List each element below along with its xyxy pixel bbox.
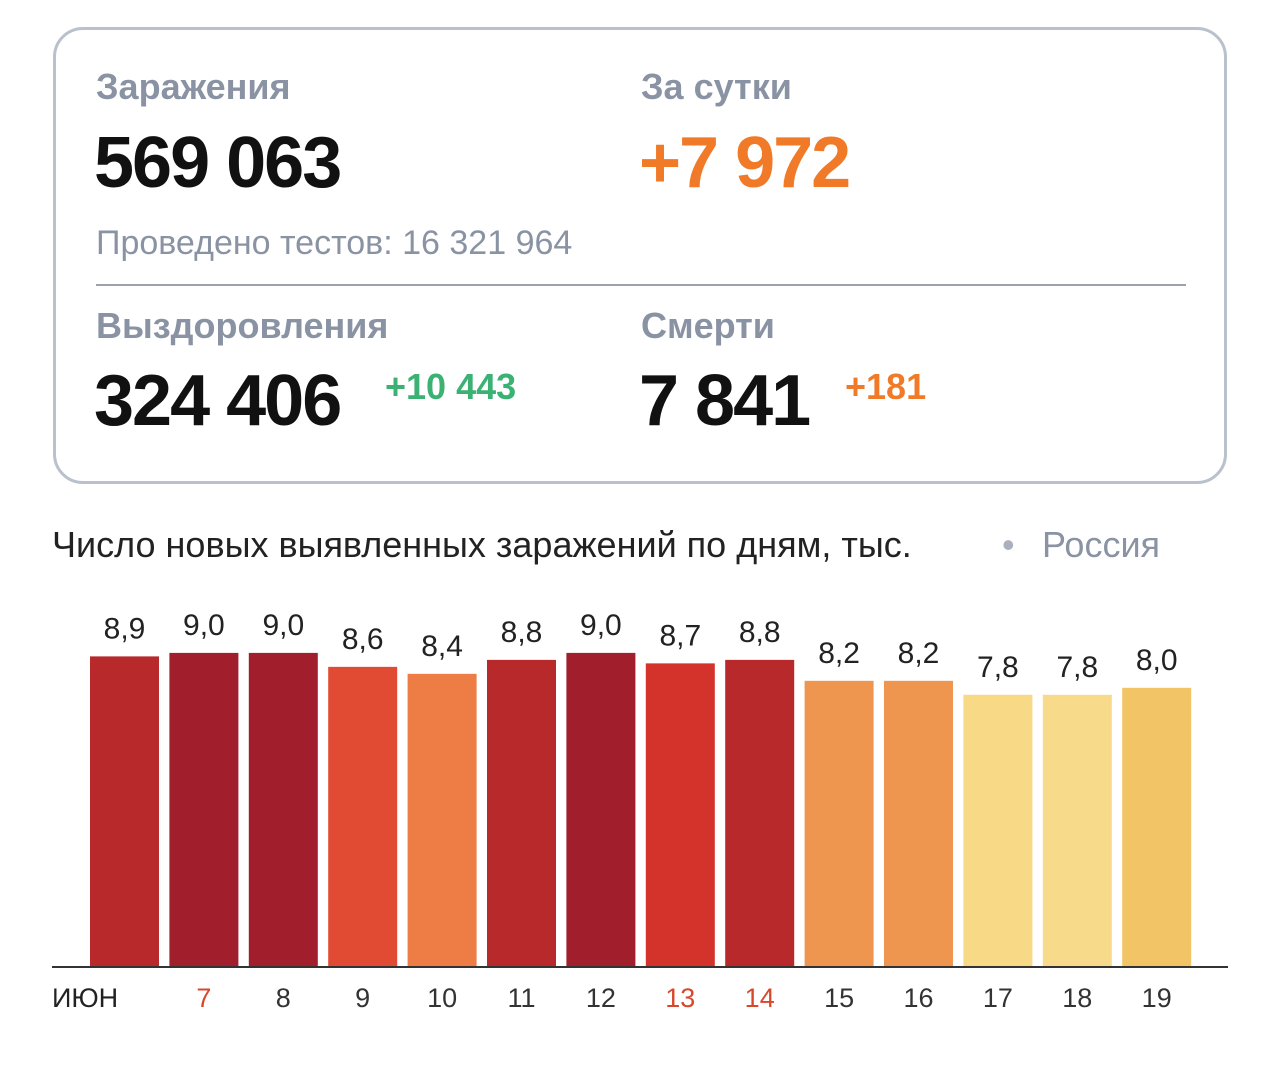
infections-label: Заражения <box>96 66 291 107</box>
x-tick-label: 13 <box>665 983 695 1013</box>
region: Россия <box>1042 524 1161 565</box>
stats-card <box>53 27 1227 484</box>
value-label: 9,0 <box>183 609 225 642</box>
value-label: 8,0 <box>1136 644 1178 677</box>
value-label: 8,4 <box>421 630 463 663</box>
x-tick-label: 9 <box>355 983 370 1013</box>
bar <box>169 652 239 967</box>
bar <box>90 656 159 967</box>
x-tick-label: 8 <box>276 983 291 1013</box>
bar <box>725 659 795 967</box>
value-label: 8,9 <box>104 612 146 645</box>
deaths-label: Смерти <box>641 305 775 346</box>
bar <box>645 663 715 967</box>
x-tick-label: 16 <box>903 983 933 1013</box>
value-label: 8,7 <box>659 619 701 652</box>
x-tick-label: 18 <box>1062 983 1092 1013</box>
bar <box>1122 687 1192 967</box>
bar <box>963 694 1033 967</box>
x-tick-label: 7 <box>196 983 211 1013</box>
bar <box>487 659 556 967</box>
value-label: 8,6 <box>342 623 384 656</box>
value-label: 9,0 <box>262 609 304 642</box>
recoveries-value: 324 406 <box>94 361 342 441</box>
x-tick-label: 11 <box>507 983 535 1013</box>
value-label: 9,0 <box>580 609 622 642</box>
bar <box>566 652 636 967</box>
infections-value: 569 063 <box>94 123 342 203</box>
chart-title: Число новых выявленных заражений по дням… <box>52 524 912 565</box>
x-tick-label: 15 <box>824 983 854 1013</box>
daily-value: +7 972 <box>639 123 851 203</box>
x-tick-label: 19 <box>1142 983 1172 1013</box>
daily-label: За сутки <box>641 66 792 107</box>
recoveries-label: Выздоровления <box>96 305 389 346</box>
value-label: 8,2 <box>818 637 860 670</box>
divider <box>96 284 1186 286</box>
x-tick-label: 12 <box>586 983 616 1013</box>
tests: Проведено тестов: 16 321 964 <box>96 224 573 262</box>
bar <box>1042 694 1112 967</box>
separator-dot: • <box>1002 524 1015 565</box>
value-label: 7,8 <box>1056 651 1098 684</box>
bar <box>884 680 953 967</box>
x-tick-label: ИЮН <box>52 983 118 1013</box>
deaths-delta: +181 <box>845 366 927 407</box>
value-label: 8,8 <box>501 616 543 649</box>
value-label: 8,8 <box>739 616 781 649</box>
x-tick-label: 17 <box>983 983 1013 1013</box>
bar <box>328 666 398 967</box>
deaths-value: 7 841 <box>639 361 811 441</box>
x-tick-label: 14 <box>745 983 775 1013</box>
bar <box>804 680 874 967</box>
recoveries-delta: +10 443 <box>385 366 517 407</box>
bar <box>248 652 318 967</box>
bar <box>407 673 477 967</box>
value-label: 7,8 <box>977 651 1019 684</box>
x-tick-label: 10 <box>427 983 457 1013</box>
value-label: 8,2 <box>898 637 940 670</box>
